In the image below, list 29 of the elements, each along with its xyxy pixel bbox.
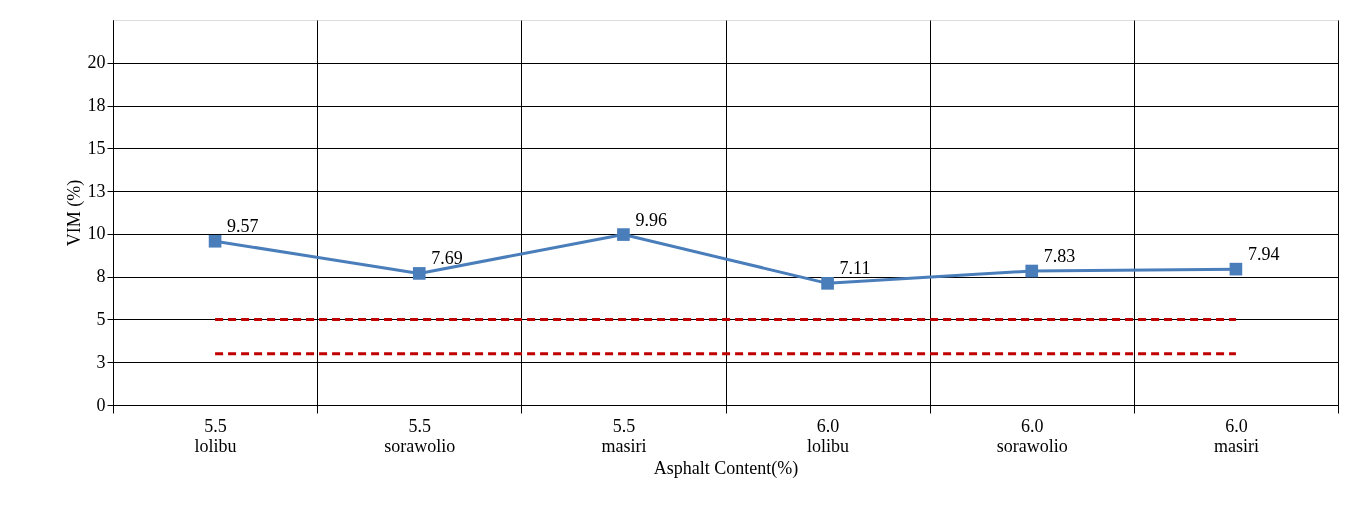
y-tick-label: 3 [96, 351, 106, 372]
x-tick-label: 6.0 lolibu [807, 415, 850, 456]
x-tick-label: 6.0 masiri [1213, 415, 1259, 456]
x-tick-label: 5.5 masiri [601, 415, 647, 456]
y-tick-label: 10 [87, 223, 106, 244]
x-tick-label: 6.0 sorawolio [996, 415, 1068, 456]
y-tick-label: 8 [96, 266, 106, 287]
y-tick-label: 13 [87, 180, 106, 201]
y-tick-label: 20 [87, 52, 106, 73]
point [1229, 262, 1243, 276]
x-tick-label: 5.5 lolibu [194, 415, 237, 456]
data-label: 7.11 [839, 258, 871, 279]
y-tick-label: 0 [96, 394, 106, 415]
data-label: 7.69 [431, 248, 463, 269]
data-label: 7.94 [1247, 244, 1280, 265]
y-axis-title: VIM (%) [63, 179, 85, 247]
point [412, 267, 426, 280]
point [617, 228, 630, 241]
y-tick-label: 5 [96, 308, 106, 329]
y-tick-label: 18 [87, 95, 106, 116]
point [208, 234, 222, 248]
point [821, 277, 834, 290]
data-label: 9.96 [635, 209, 667, 230]
data-label: 9.57 [227, 216, 259, 237]
y-tick-label: 15 [87, 137, 106, 158]
data-label: 7.83 [1043, 246, 1076, 267]
x-axis-title: Asphalt Content(%) [653, 457, 799, 479]
point [1025, 264, 1039, 278]
x-tick-label: 5.5 sorawolio [384, 415, 456, 456]
